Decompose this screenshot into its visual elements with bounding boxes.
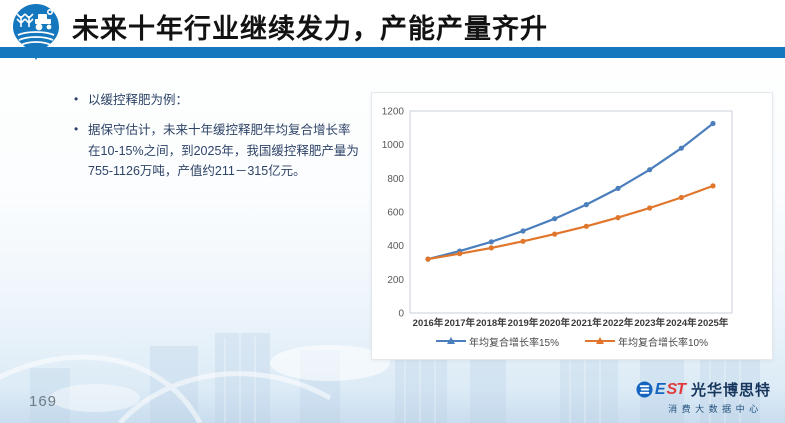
- svg-text:2019年: 2019年: [508, 317, 539, 329]
- header-accent-bar: [0, 47, 785, 58]
- list-item: • 以缓控释肥为例：: [74, 90, 359, 110]
- svg-text:800: 800: [387, 174, 404, 185]
- svg-text:2021年: 2021年: [571, 317, 602, 329]
- y-axis-tick-labels: 0 200 400 600 800 1000 1200: [382, 107, 405, 320]
- svg-text:2024年: 2024年: [666, 317, 697, 329]
- legend-label: 年均复合增长率15%: [468, 337, 559, 349]
- svg-text:2025年: 2025年: [698, 317, 729, 329]
- page-number: 169: [29, 393, 58, 410]
- page-title: 未来十年行业继续发力，产能产量齐升: [72, 13, 548, 44]
- bullet-list: • 以缓控释肥为例： • 据保守估计，未来十年缓控释肥年均复合增长率在10-15…: [74, 90, 359, 191]
- svg-text:2022年: 2022年: [603, 317, 634, 329]
- brand-logo: E ST 光华博思特 消费大数据中心: [636, 379, 771, 415]
- brand-letters-st: ST: [666, 380, 686, 398]
- svg-text:1200: 1200: [382, 107, 405, 118]
- brand-letter-e: E: [654, 380, 666, 398]
- svg-text:2017年: 2017年: [444, 317, 475, 329]
- legend-entry-15pct: 年均复合增长率15%: [435, 334, 559, 349]
- farm-pin-icon: [13, 4, 59, 60]
- line-chart-panel: 0 200 400 600 800 1000 1200 2016年 2017年 2018年 2019…: [371, 92, 773, 360]
- best-b-circle-icon: [636, 381, 653, 398]
- list-item: • 据保守估计，未来十年缓控释肥年均复合增长率在10-15%之间，到2025年，…: [74, 120, 359, 181]
- brand-row: E ST 光华博思特: [636, 379, 771, 400]
- svg-text:2016年: 2016年: [413, 317, 444, 329]
- svg-text:1000: 1000: [382, 140, 405, 151]
- svg-text:2020年: 2020年: [539, 317, 570, 329]
- growth-line-chart: 0 200 400 600 800 1000 1200 2016年 2017年 2018年 2019…: [372, 93, 772, 333]
- slide-header: 未来十年行业继续发力，产能产量齐升: [0, 0, 785, 47]
- svg-text:0: 0: [398, 309, 404, 320]
- svg-text:200: 200: [387, 275, 404, 286]
- bullet-icon: •: [74, 122, 79, 137]
- legend-entry-10pct: 年均复合增长率10%: [585, 334, 708, 349]
- brand-name-cn: 光华博思特: [690, 382, 771, 399]
- legend-label: 年均复合增长率10%: [618, 337, 709, 349]
- legend-line-triangle-icon: [435, 337, 466, 344]
- bullet-icon: •: [74, 92, 79, 106]
- svg-text:400: 400: [387, 241, 404, 252]
- svg-text:600: 600: [387, 208, 404, 219]
- bullet-text: 以缓控释肥为例：: [88, 93, 189, 107]
- legend-line-triangle-icon: [585, 337, 615, 344]
- chart-legend: 年均复合增长率15% 年均复合增长率10%: [372, 329, 772, 353]
- x-axis-tick-labels: 2016年 2017年 2018年 2019年 2020年 2021年 2022年 2023年…: [413, 317, 729, 329]
- series-1: [425, 183, 716, 262]
- bullet-text: 据保守估计，未来十年缓控释肥年均复合增长率在10-15%之间，到2025年，我国…: [88, 123, 359, 178]
- svg-text:2018年: 2018年: [476, 317, 507, 329]
- svg-text:2023年: 2023年: [634, 317, 665, 329]
- brand-subtitle: 消费大数据中心: [668, 404, 763, 414]
- chart-canvas: 0 200 400 600 800 1000 1200 2016年 2017年 2018年 2019…: [382, 107, 733, 329]
